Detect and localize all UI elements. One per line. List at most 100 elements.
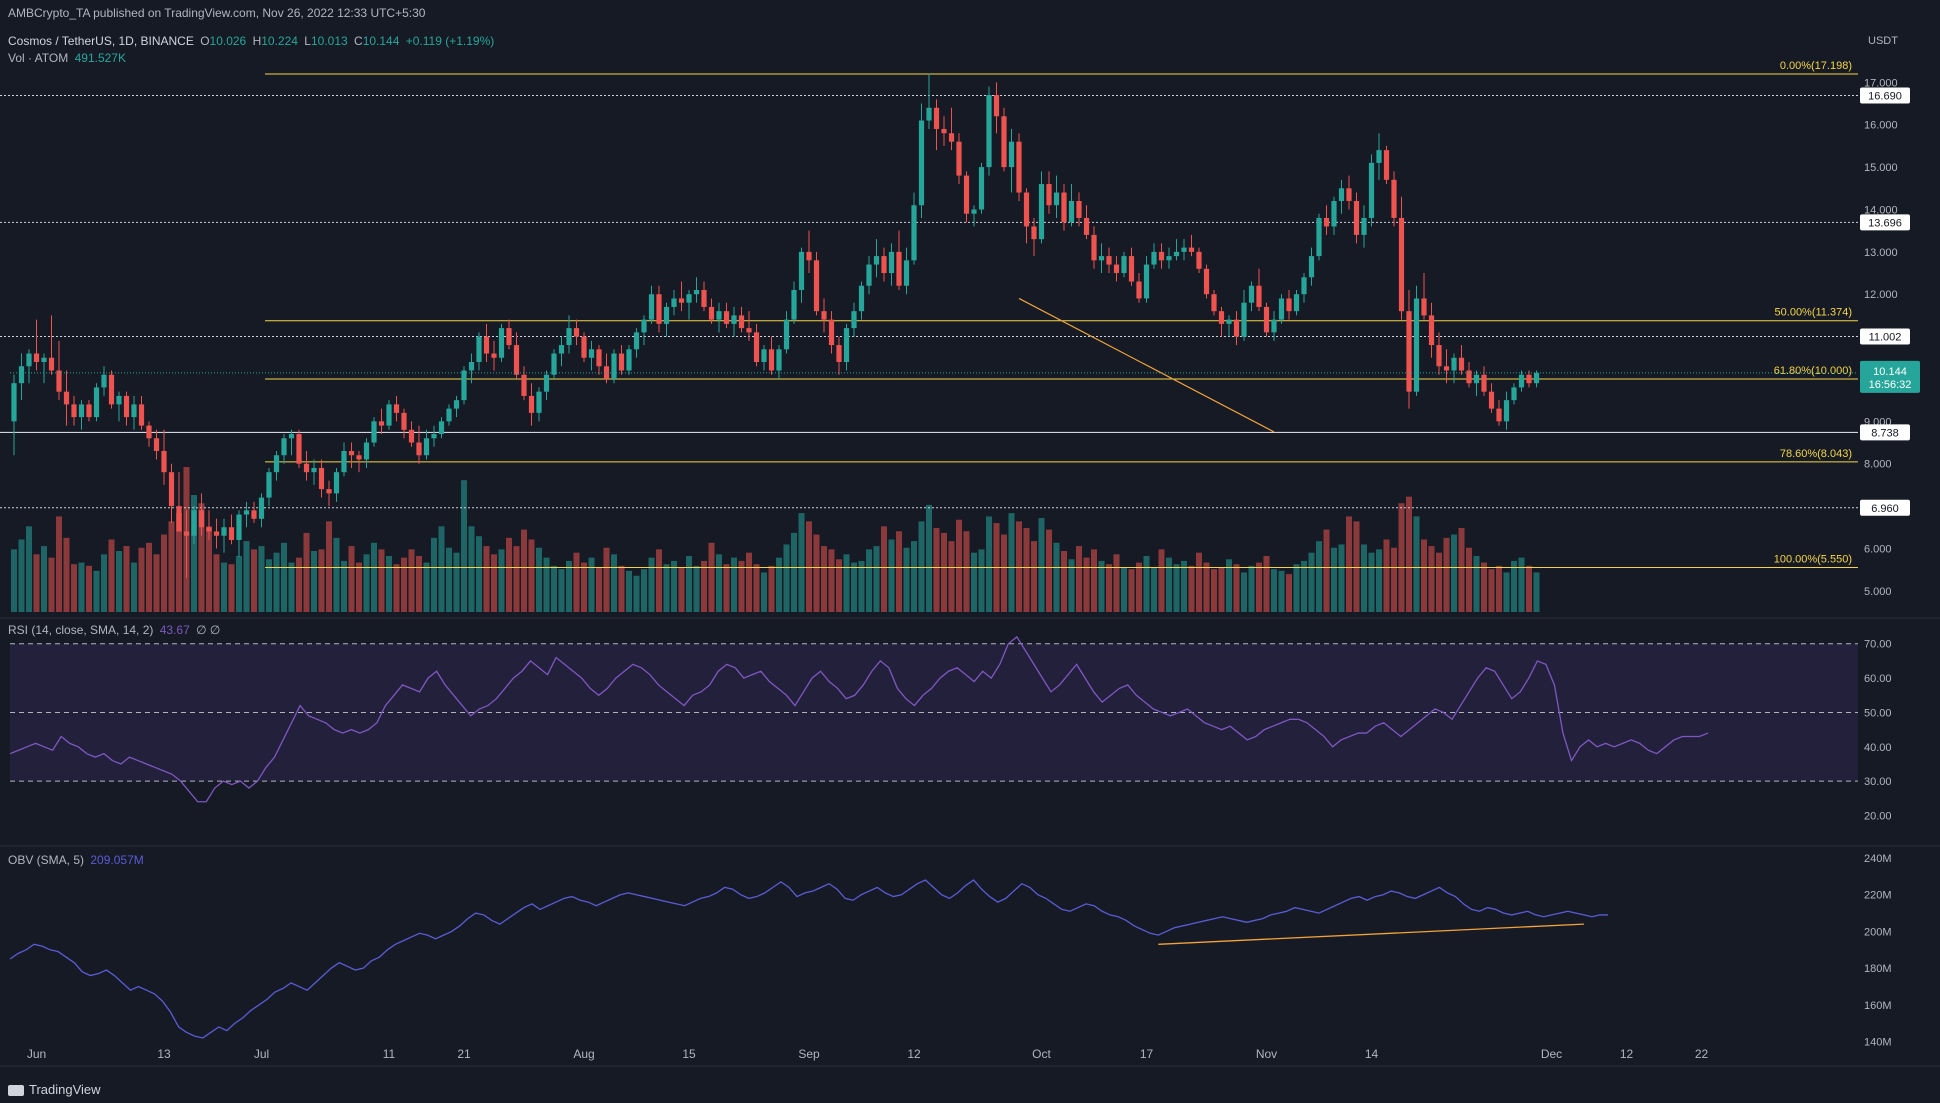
price-tick-label: 14.000 <box>1864 204 1898 216</box>
volume-bar <box>1316 541 1322 612</box>
x-axis-tick-label: 14 <box>1365 1047 1379 1061</box>
price-tick-label: 17.000 <box>1864 77 1898 89</box>
x-axis-tick-label: Aug <box>573 1047 594 1061</box>
last-price-box <box>1860 360 1920 393</box>
volume-bar <box>1421 539 1427 612</box>
volume-bar <box>236 555 242 612</box>
candle-body <box>1353 201 1360 235</box>
volume-label[interactable]: Vol · ATOM <box>8 51 69 65</box>
price-tick-label: 13.000 <box>1864 247 1898 259</box>
high-label: H <box>252 34 262 48</box>
candle-body <box>1533 372 1540 384</box>
volume-bar <box>1098 560 1105 612</box>
candle-body <box>491 353 497 358</box>
volume-bar <box>11 549 17 612</box>
candle-body <box>348 450 355 456</box>
candle-body <box>1413 298 1420 392</box>
candle-body <box>296 434 302 464</box>
volume-bar <box>851 562 857 612</box>
tradingview-logo[interactable]: TradingView <box>8 1082 101 1097</box>
obv-tick-label: 220M <box>1864 890 1892 902</box>
volume-bar <box>221 562 227 612</box>
rsi-label[interactable]: RSI (14, close, SMA, 14, 2) <box>8 623 154 637</box>
candle-body <box>693 289 700 295</box>
volume-bar <box>618 565 625 612</box>
candle-body <box>768 349 775 371</box>
volume-bar <box>1091 549 1097 612</box>
volume-bar <box>1338 544 1345 612</box>
candle-body <box>116 395 122 405</box>
volume-value: 491.527K <box>74 51 126 65</box>
x-axis-tick-label: 15 <box>682 1047 696 1061</box>
rsi-info-line: RSI (14, close, SMA, 14, 2) 43.67 ∅ ∅ <box>8 623 223 637</box>
candle-body <box>948 133 955 142</box>
volume-bar <box>401 557 407 612</box>
volume-bar <box>663 564 670 612</box>
candle-body <box>1008 141 1015 168</box>
volume-bar <box>708 542 715 612</box>
candle-body <box>1068 201 1075 223</box>
candle-body <box>431 434 437 439</box>
candle-body <box>1391 179 1397 218</box>
candle-body <box>1421 298 1427 316</box>
candle-body <box>41 357 47 363</box>
candle-body <box>461 370 467 401</box>
candle-body <box>11 383 17 422</box>
volume-bar <box>896 531 902 612</box>
candle-body <box>1113 264 1120 274</box>
volume-bar <box>1301 560 1307 612</box>
volume-bar <box>866 549 872 612</box>
volume-bar <box>686 555 692 612</box>
candle-body <box>933 107 940 129</box>
candle-body <box>266 472 272 498</box>
obv-label[interactable]: OBV (SMA, 5) <box>8 853 85 867</box>
candle-body <box>78 404 85 418</box>
candle-body <box>633 332 640 350</box>
volume-bar <box>1406 496 1412 612</box>
volume-bar <box>1293 564 1300 612</box>
obv-tick-label: 180M <box>1864 963 1892 975</box>
price-trendline <box>1018 297 1275 433</box>
obv-tick-label: 240M <box>1864 853 1892 865</box>
volume-bar <box>483 546 490 612</box>
volume-bar <box>633 575 640 612</box>
volume-bar <box>371 542 377 612</box>
candle-body <box>1203 268 1210 295</box>
volume-bar <box>1188 565 1195 612</box>
rsi-tick-label: 40.00 <box>1864 742 1892 754</box>
volume-bar <box>776 557 782 612</box>
x-axis-tick-label: 17 <box>1140 1047 1154 1061</box>
candle-body <box>86 404 92 418</box>
publisher-line: AMBCrypto_TA published on TradingView.co… <box>8 6 428 20</box>
candle-body <box>1473 374 1480 384</box>
open-label: O <box>200 34 210 48</box>
candle-body <box>911 205 917 261</box>
fib-level-label: 61.80%(10.000) <box>1774 365 1852 377</box>
candle-body <box>1338 188 1345 202</box>
volume-bar <box>446 547 452 612</box>
volume-bar <box>1443 537 1450 612</box>
candle-body <box>1406 311 1412 392</box>
volume-bar <box>1398 503 1405 612</box>
candle-body <box>588 349 595 358</box>
volume-bar <box>1428 546 1435 612</box>
price-tick-label: 15.000 <box>1864 162 1898 174</box>
candle-body <box>318 467 325 490</box>
candle-body <box>551 353 557 375</box>
volume-bar <box>1263 555 1270 612</box>
candle-body <box>941 128 947 134</box>
volume-bar <box>791 532 797 612</box>
low-label: L <box>304 34 311 48</box>
volume-bar <box>1256 562 1262 612</box>
candle-body <box>671 298 677 307</box>
candle-body <box>678 298 685 303</box>
symbol-info-line: Cosmos / TetherUS, 1D, BINANCE O10.026 H… <box>8 34 497 48</box>
candle-body <box>1076 201 1082 218</box>
candle-body <box>18 366 25 384</box>
obv-trendline <box>1158 923 1584 945</box>
level-price-label: 8.738 <box>1871 427 1899 439</box>
candle-body <box>1286 298 1292 312</box>
symbol-name[interactable]: Cosmos / TetherUS, 1D, BINANCE <box>8 34 194 48</box>
volume-bar <box>806 521 812 612</box>
volume-bar <box>656 549 662 612</box>
